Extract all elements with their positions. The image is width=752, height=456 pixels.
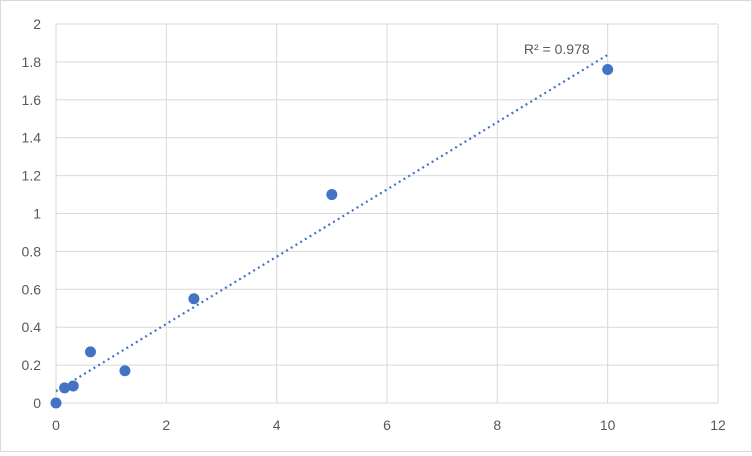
y-tick-label: 1.8: [22, 54, 42, 70]
y-tick-label: 0: [33, 395, 41, 411]
y-tick-label: 0.2: [22, 357, 42, 373]
x-tick-label: 12: [710, 417, 726, 433]
y-tick-label: 2: [33, 16, 41, 32]
data-point: [84, 346, 96, 358]
data-point: [188, 293, 200, 305]
x-tick-label: 6: [383, 417, 391, 433]
x-tick-label: 10: [600, 417, 616, 433]
x-tick-label: 2: [162, 417, 170, 433]
data-point: [67, 380, 79, 392]
trendline: [55, 53, 609, 393]
data-point: [602, 63, 614, 75]
y-tick-label: 0.4: [22, 319, 42, 335]
y-tick-label: 1.6: [22, 92, 42, 108]
r-squared-label: R² = 0.978: [524, 41, 590, 57]
data-point: [59, 382, 71, 394]
data-point: [326, 189, 338, 201]
x-tick-label: 0: [52, 417, 60, 433]
data-point: [50, 397, 62, 409]
x-tick-label: 8: [493, 417, 501, 433]
y-tick-label: 1.4: [22, 130, 42, 146]
y-tick-label: 0.6: [22, 281, 42, 297]
data-point: [119, 365, 131, 377]
y-tick-label: 1.2: [22, 168, 42, 184]
x-tick-label: 4: [273, 417, 281, 433]
y-tick-label: 0.8: [22, 243, 42, 259]
y-tick-label: 1: [33, 206, 41, 222]
